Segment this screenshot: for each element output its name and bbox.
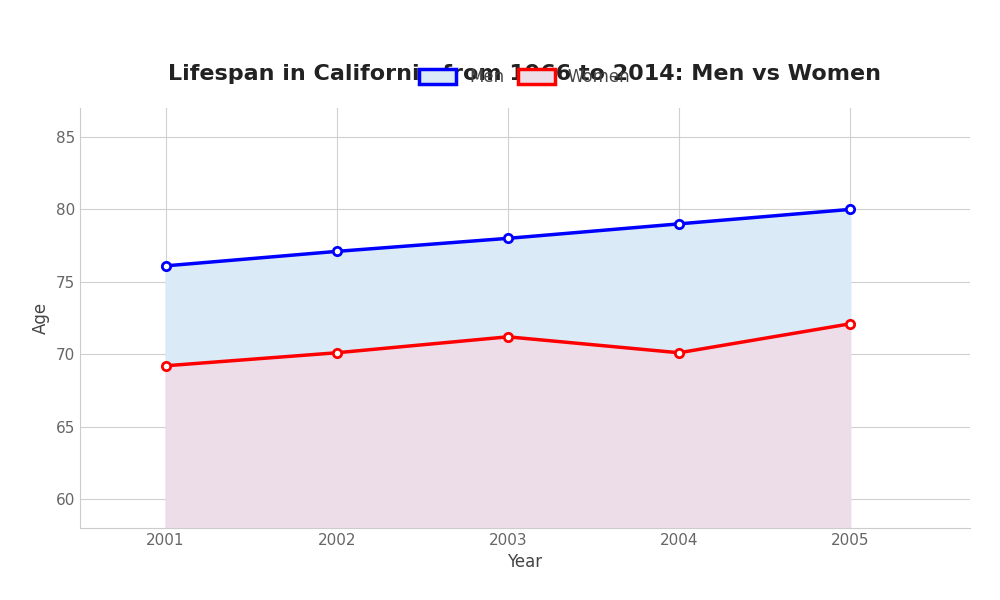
- X-axis label: Year: Year: [507, 553, 543, 571]
- Title: Lifespan in California from 1966 to 2014: Men vs Women: Lifespan in California from 1966 to 2014…: [168, 64, 882, 84]
- Y-axis label: Age: Age: [32, 302, 50, 334]
- Legend: Men, Women: Men, Women: [413, 62, 637, 93]
